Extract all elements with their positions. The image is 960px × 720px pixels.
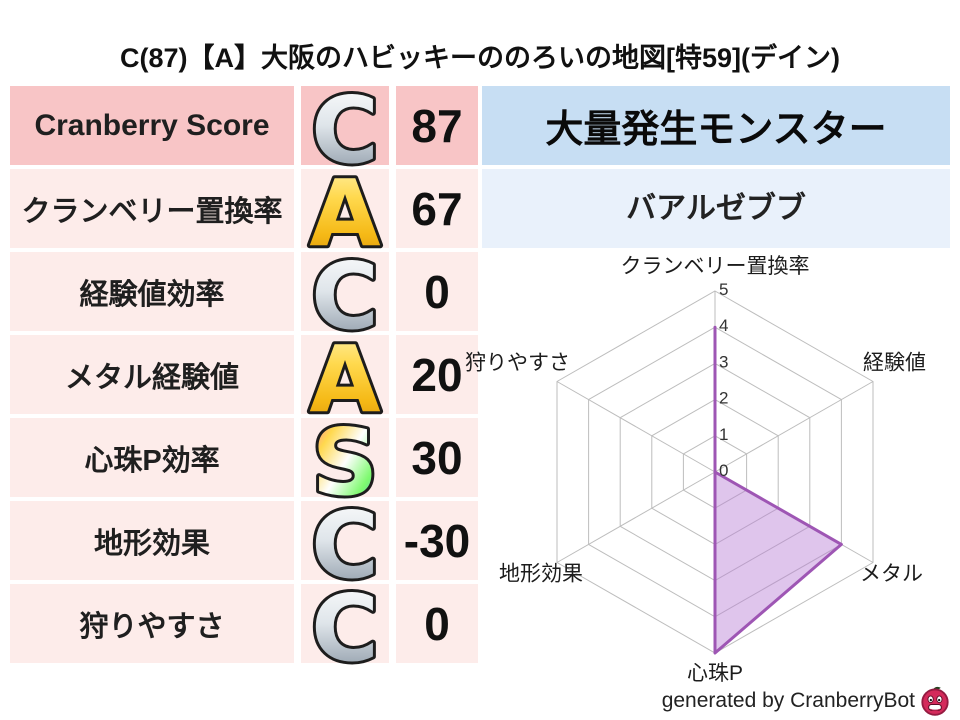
score-value: 0 [396,252,478,331]
radar-axis-label: 狩りやすさ [465,352,570,375]
grade-badge: C [301,489,389,602]
score-row-huntability: 狩りやすさ C 0 [10,572,478,685]
score-label: 狩りやすさ [10,584,294,663]
score-value: 30 [396,418,478,497]
radar-tick-label: 4 [719,316,728,335]
score-row-exp-efficiency: 経験値効率 C 0 [10,240,478,353]
radar-tick-label: 5 [719,280,728,299]
radar-axis-label: 心珠P [687,662,743,685]
grade-letter: C [311,492,379,599]
page-title: C(87)【A】大阪のハビッキーののろいの地図[特59](デイン) [119,43,840,73]
grade-badge: S [301,406,389,519]
score-row-shinju-p: 心珠P効率 S 30 [10,406,478,519]
score-row-cranberry-score: Cranberry Score C 87 [10,74,478,187]
mass-outbreak-monster-header: 大量発生モンスター [482,86,950,165]
radar-tick-label: 1 [719,425,728,444]
score-label: 地形効果 [10,501,294,580]
grade-letter: A [309,160,380,267]
radar-axis-label: メタル [860,563,923,586]
grade-badge: C [301,240,389,353]
score-value: 20 [396,335,478,414]
score-label: 心珠P効率 [10,418,294,497]
grade-letter: C [311,77,379,184]
score-label: 経験値効率 [10,252,294,331]
credit-line: generated by CranberryBot [662,686,950,716]
score-row-metal-exp: メタル経験値 A 20 [10,323,478,436]
score-row-terrain-effect: 地形効果 C -30 [10,489,478,602]
credit-text: generated by CranberryBot [661,689,915,712]
grade-letter: C [311,575,379,682]
grade-badge: C [301,74,389,187]
grade-letter: C [311,243,379,350]
score-value: -30 [396,501,478,580]
score-label: メタル経験値 [10,335,294,414]
score-label: Cranberry Score [10,86,294,165]
score-value: 67 [396,169,478,248]
score-value: 87 [396,86,478,165]
radar-tick-label: 2 [719,389,728,408]
score-value: 0 [396,584,478,663]
radar-axis-label: クランベリー置換率 [621,255,810,278]
cranberry-bot-icon [921,686,949,716]
score-label: クランベリー置換率 [10,169,294,248]
radar-tick-label: 3 [719,352,728,371]
grade-letter: A [309,326,380,433]
score-table: Cranberry Score C 87 クランベリー置換率 A 67 経験値効… [10,74,478,685]
radar-tick-label: 0 [719,461,728,480]
radar-axis-label: 経験値 [863,352,926,375]
radar-axis-label: 地形効果 [499,563,583,586]
grade-badge: C [301,572,389,685]
monster-name: バアルゼブブ [482,169,950,248]
grade-badge: A [301,157,389,270]
grade-badge: A [301,323,389,436]
score-row-replacement-rate: クランベリー置換率 A 67 [10,157,478,270]
grade-letter: S [312,409,378,516]
